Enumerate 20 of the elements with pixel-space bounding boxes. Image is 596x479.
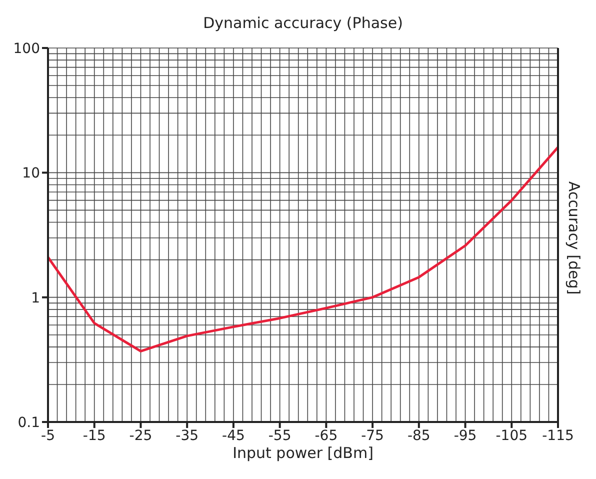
y-tick-label: 10 [22,166,40,182]
x-tick-label: -5 [41,428,55,444]
y-tick-label: 100 [13,40,40,57]
y-axis-title: Accuracy [deg] [565,181,583,295]
x-tick-label: -55 [268,428,292,444]
line-series [48,146,558,352]
x-tick-label: -35 [176,428,199,444]
x-tick-label: -15 [82,428,106,444]
x-tick-label: -85 [407,428,430,444]
x-axis-title: Input power [dBm] [232,444,374,462]
chart-title: Dynamic accuracy (Phase) [202,14,404,32]
x-tick-label: -115 [542,428,574,444]
x-tick-label: -105 [496,428,528,444]
x-tick-label: -25 [129,428,152,444]
x-tick-label: -75 [361,428,384,444]
x-tick-label: -45 [222,428,245,444]
x-tick-label: -65 [314,428,338,444]
x-tick-label: -95 [454,428,477,444]
y-tick-label: 0.1 [18,414,40,431]
y-tick-label: 1 [31,290,40,306]
